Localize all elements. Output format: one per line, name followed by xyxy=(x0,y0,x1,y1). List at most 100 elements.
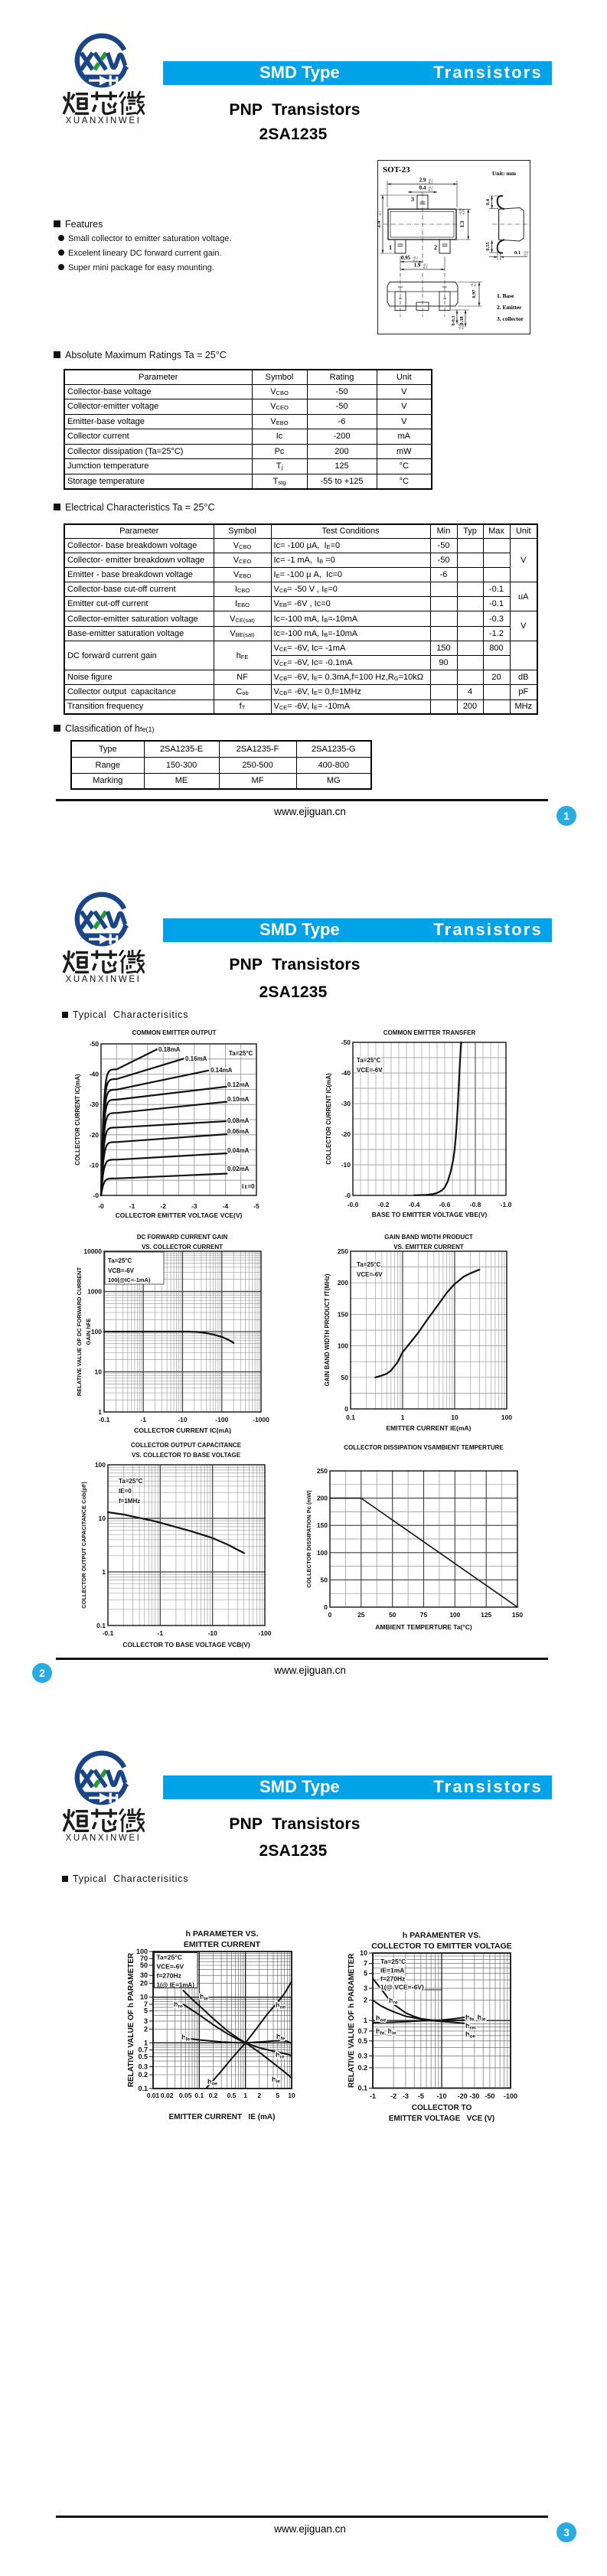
svg-text:0.2: 0.2 xyxy=(138,2071,148,2079)
svg-text:Ta=25°C: Ta=25°C xyxy=(108,1257,132,1264)
svg-text:B: B xyxy=(245,1185,249,1190)
svg-text:0.01: 0.01 xyxy=(147,2092,160,2099)
svg-text:DC FORWARD CURRENT GAIN: DC FORWARD CURRENT GAIN xyxy=(137,1234,228,1241)
svg-text:hoe: hoe xyxy=(465,2030,475,2040)
svg-text:COLLECTOR EMITTER VOLTAGE VCE(: COLLECTOR EMITTER VOLTAGE VCE(V) xyxy=(116,1211,243,1219)
svg-text:-10: -10 xyxy=(178,1416,188,1423)
svg-text:50: 50 xyxy=(341,1374,349,1381)
svg-text:3: 3 xyxy=(144,2017,148,2025)
svg-text:-0.4: -0.4 xyxy=(409,1201,420,1208)
svg-text:+0.1: +0.1 xyxy=(471,282,474,287)
svg-text:-5: -5 xyxy=(418,2092,424,2100)
svg-text:-0.1: -0.1 xyxy=(99,1416,110,1423)
svg-text:1.3: 1.3 xyxy=(459,220,465,227)
svg-text:100: 100 xyxy=(317,1549,328,1557)
svg-text:70: 70 xyxy=(140,1955,148,1962)
svg-text:3. collector: 3. collector xyxy=(497,315,524,322)
svg-text:1: 1 xyxy=(102,1568,106,1576)
svg-text:-40: -40 xyxy=(341,1069,351,1077)
svg-text:0.04mA: 0.04mA xyxy=(227,1147,250,1154)
svg-text:1000: 1000 xyxy=(87,1288,102,1296)
svg-text:0.1: 0.1 xyxy=(514,250,521,256)
svg-text:0.06mA: 0.06mA xyxy=(227,1128,250,1135)
svg-text:-0.1: -0.1 xyxy=(103,1629,114,1637)
svg-text:-1000: -1000 xyxy=(253,1416,269,1423)
svg-text:0.1: 0.1 xyxy=(346,1414,355,1421)
svg-text:COLLECTOR TO: COLLECTOR TO xyxy=(412,2104,472,2112)
svg-text:COLLECTOR DISSIPATION Pc (mW): COLLECTOR DISSIPATION Pc (mW) xyxy=(305,1490,312,1588)
svg-text:5: 5 xyxy=(276,2092,279,2099)
svg-text:-0.1: -0.1 xyxy=(423,266,427,269)
svg-text:I: I xyxy=(242,1183,243,1190)
svg-text:RELATIVE VALUE OF h PARAMETER: RELATIVE VALUE OF h PARAMETER xyxy=(348,1953,356,2088)
svg-text:0.2: 0.2 xyxy=(209,2092,218,2099)
svg-text:0: 0 xyxy=(328,1611,332,1619)
svg-text:-0.1: -0.1 xyxy=(413,259,417,262)
svg-text:0.4: 0.4 xyxy=(485,198,491,205)
svg-text:7: 7 xyxy=(144,2000,148,2008)
svg-text:-100: -100 xyxy=(504,2092,517,2100)
svg-text:250: 250 xyxy=(317,1467,328,1475)
svg-text:0.1: 0.1 xyxy=(96,1622,106,1629)
svg-text:-20: -20 xyxy=(341,1130,351,1138)
svg-text:2.9: 2.9 xyxy=(419,178,426,184)
svg-text:25: 25 xyxy=(357,1611,365,1619)
svg-text:-50: -50 xyxy=(90,1040,100,1048)
svg-text:0.1: 0.1 xyxy=(138,2085,148,2092)
svg-text:0.7: 0.7 xyxy=(357,2027,367,2035)
svg-text:-0: -0 xyxy=(344,1192,351,1199)
svg-text:COLLECTOR DISSIPATION VSAMBIEN: COLLECTOR DISSIPATION VSAMBIENT TEMPERTU… xyxy=(344,1444,504,1451)
svg-text:0.5: 0.5 xyxy=(138,2053,148,2060)
svg-text:100: 100 xyxy=(449,1611,460,1619)
svg-text:3: 3 xyxy=(364,1984,367,1992)
svg-text:-0.1: -0.1 xyxy=(379,211,382,216)
svg-text:5: 5 xyxy=(144,2007,148,2015)
svg-text:Ta=25°C: Ta=25°C xyxy=(357,1261,381,1268)
svg-text:0.2: 0.2 xyxy=(357,2064,367,2072)
svg-text:50: 50 xyxy=(140,1961,148,1969)
svg-text:0.02mA: 0.02mA xyxy=(227,1166,250,1172)
svg-text:COLLECTOR OUTPUT CAPACITANCE C: COLLECTOR OUTPUT CAPACITANCE Cob(pF) xyxy=(80,1482,87,1609)
svg-text:10: 10 xyxy=(99,1515,106,1522)
svg-text:100: 100 xyxy=(91,1328,102,1335)
svg-text:0: 0 xyxy=(324,1603,328,1611)
svg-text:+0.1: +0.1 xyxy=(423,263,428,266)
svg-text:COMMON EMITTER TRANSFER: COMMON EMITTER TRANSFER xyxy=(383,1029,476,1036)
svg-text:2: 2 xyxy=(144,2025,148,2033)
svg-text:hoe: hoe xyxy=(207,2078,217,2087)
svg-text:5: 5 xyxy=(364,1970,367,1978)
svg-text:Ta=25°C: Ta=25°C xyxy=(157,1954,182,1961)
svg-text:f=270Hz: f=270Hz xyxy=(380,1975,405,1983)
svg-text:-0: -0 xyxy=(98,1202,104,1210)
svg-text:-0.1: -0.1 xyxy=(428,189,432,192)
svg-text:hie: hie xyxy=(200,1993,208,2002)
svg-text:f=1MHz: f=1MHz xyxy=(119,1498,140,1505)
svg-text:10: 10 xyxy=(140,1994,148,2001)
svg-text:100: 100 xyxy=(136,1948,148,1955)
svg-text:+0.1: +0.1 xyxy=(428,186,433,189)
svg-text:-1: -1 xyxy=(370,2092,376,2100)
svg-text:hfe: hfe xyxy=(276,2033,286,2042)
svg-text:COLLECTOR CURRENT IC(mA): COLLECTOR CURRENT IC(mA) xyxy=(74,1074,81,1166)
svg-text:100: 100 xyxy=(95,1461,106,1469)
svg-text:0.05: 0.05 xyxy=(179,2092,192,2099)
svg-text:100: 100 xyxy=(501,1414,512,1421)
svg-text:10000: 10000 xyxy=(83,1247,102,1255)
svg-text:-0.05: -0.05 xyxy=(462,209,465,215)
svg-text:0.1: 0.1 xyxy=(194,2092,204,2099)
svg-text:-10: -10 xyxy=(208,1629,218,1637)
svg-text:IE=0: IE=0 xyxy=(119,1488,132,1495)
svg-text:30: 30 xyxy=(140,1971,148,1979)
svg-text:-100: -100 xyxy=(215,1416,228,1423)
svg-text:VCB=-6V: VCB=-6V xyxy=(108,1267,135,1274)
svg-text:VS. EMITTER CURRENT: VS. EMITTER CURRENT xyxy=(393,1244,464,1251)
svg-text:100(@IC=-1mA): 100(@IC=-1mA) xyxy=(108,1277,151,1283)
svg-text:-0.6: -0.6 xyxy=(439,1201,451,1208)
svg-text:50: 50 xyxy=(321,1576,328,1583)
svg-text:0-0.1: 0-0.1 xyxy=(451,315,456,326)
svg-text:-3: -3 xyxy=(191,1202,197,1210)
svg-text:-30: -30 xyxy=(90,1101,100,1108)
svg-text:0.08mA: 0.08mA xyxy=(227,1117,250,1124)
svg-text:hrei: hrei xyxy=(465,2022,476,2031)
svg-text:-20: -20 xyxy=(458,2092,468,2100)
